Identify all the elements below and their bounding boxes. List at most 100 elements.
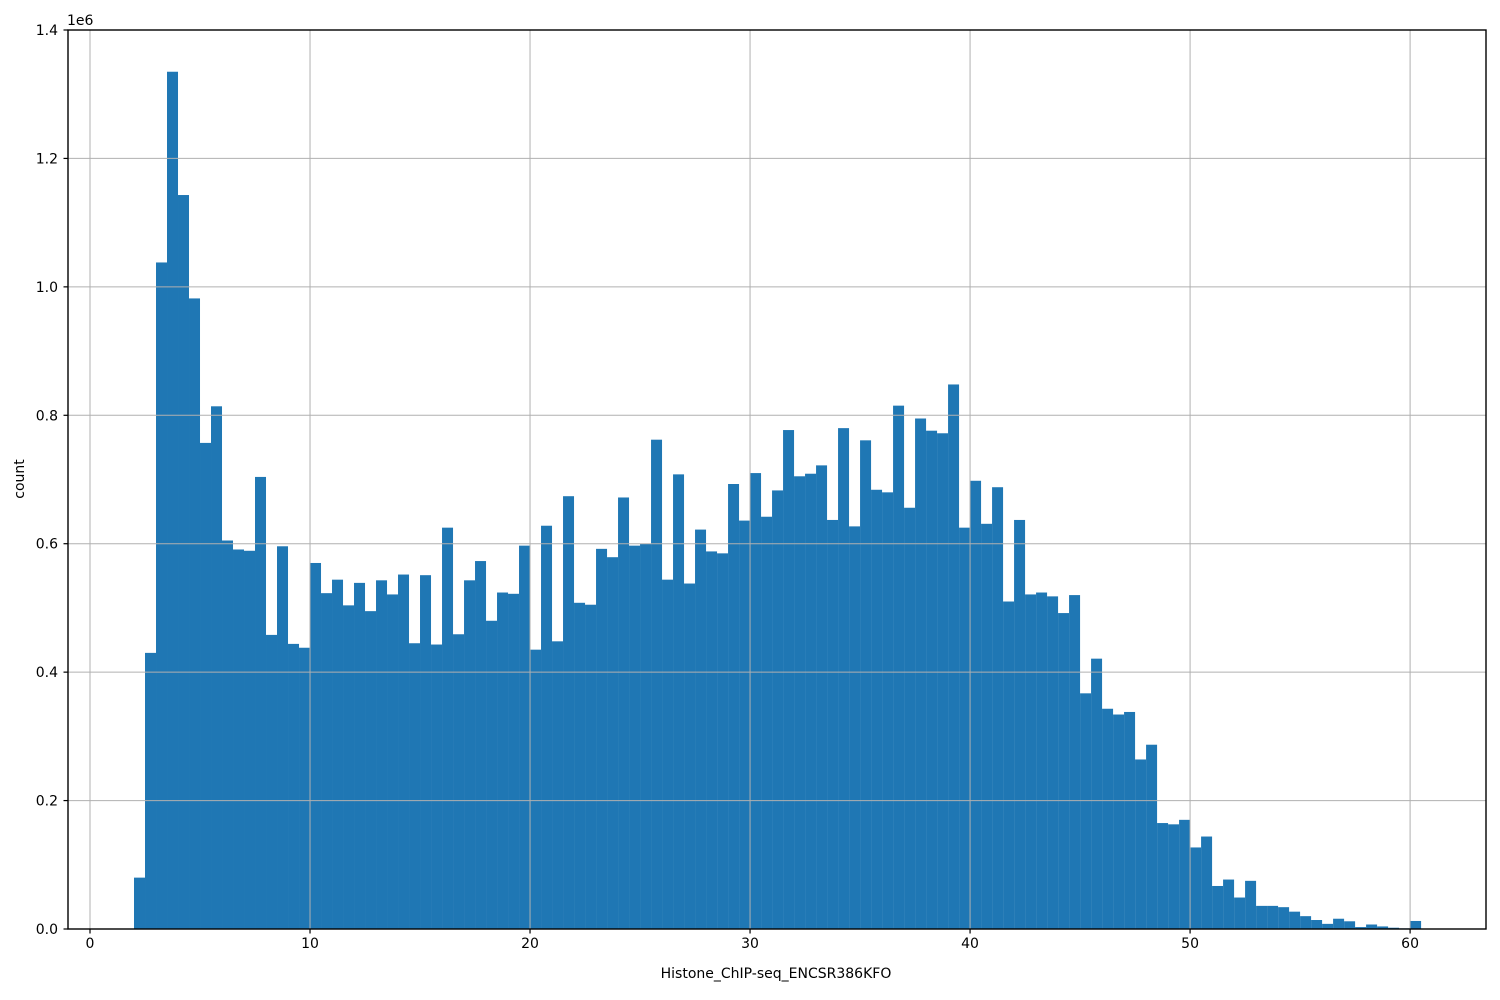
histogram-bar [277, 546, 289, 929]
histogram-bar [706, 551, 718, 929]
histogram-bar [629, 545, 641, 929]
histogram-bar [1124, 711, 1136, 929]
histogram-bar [1014, 519, 1026, 929]
y-tick-label: 0.6 [36, 537, 58, 553]
y-axis-offset-label: 1e6 [67, 13, 94, 29]
histogram-bar [255, 476, 267, 929]
histogram-bar [1102, 708, 1114, 929]
histogram-bar [387, 594, 399, 929]
histogram-bar [816, 465, 828, 929]
histogram-bar [1234, 897, 1246, 929]
x-tick-label: 0 [86, 936, 95, 952]
histogram-bar [695, 529, 707, 929]
histogram-bar [618, 497, 630, 929]
histogram-bar [926, 430, 938, 929]
histogram-bar [728, 484, 740, 929]
y-tick-label: 1.0 [36, 280, 58, 296]
histogram-bar [541, 525, 553, 929]
histogram-bar [838, 428, 850, 929]
histogram-bar [772, 490, 784, 929]
plot-spines [67, 29, 1487, 930]
histogram-bar [860, 440, 872, 929]
histogram-bar [1036, 592, 1048, 929]
histogram-bar [1377, 926, 1389, 929]
histogram-bar [431, 644, 443, 929]
histogram-bar [1201, 836, 1213, 929]
histogram-bar [1003, 601, 1015, 929]
histogram-bar [453, 634, 465, 929]
histogram-bar [1113, 714, 1125, 929]
histogram-bar [1300, 916, 1312, 929]
histogram-bar [464, 580, 476, 929]
histogram-bar [805, 473, 817, 929]
histogram-bar [1223, 879, 1235, 929]
histogram-bar [145, 652, 157, 929]
histogram-bar [563, 496, 575, 929]
x-tick-label: 60 [1401, 936, 1419, 952]
histogram-bar [167, 71, 179, 930]
histogram-bar [651, 439, 663, 929]
axes-layer [63, 29, 1487, 934]
histogram-bar [1267, 905, 1279, 929]
y-tick-label: 0.0 [36, 922, 58, 938]
histogram-bar [1355, 927, 1367, 929]
x-tick-label: 50 [1181, 936, 1199, 952]
histogram-bar [365, 611, 377, 929]
histogram-bar [244, 550, 256, 929]
histogram-bar [750, 473, 762, 929]
histogram-bar [178, 195, 190, 929]
histogram-bar [783, 430, 795, 929]
histogram-bar [222, 540, 234, 929]
histogram-bar [332, 579, 344, 929]
histogram-bar [1091, 658, 1103, 929]
histogram-bar [1256, 905, 1268, 929]
histogram-bar [420, 575, 432, 929]
histogram-bar [1069, 595, 1081, 929]
histogram-bar [893, 405, 905, 929]
histogram-bar [1047, 596, 1059, 929]
histogram-bar [321, 593, 333, 929]
tick-label-layer: 0 10 20 30 40 50 60 0.0 0.2 0.4 0.6 0.8 1.0 1.2 1.4 [36, 23, 1419, 952]
histogram-bar [475, 561, 487, 929]
histogram-bar [1212, 885, 1224, 929]
histogram-bar [134, 877, 145, 929]
histogram-bar [1333, 918, 1345, 929]
histogram-bar [442, 527, 454, 929]
histogram-bar [233, 549, 245, 929]
bars-layer [134, 71, 1422, 930]
histogram-bar [310, 562, 322, 929]
histogram-bar [992, 487, 1004, 929]
histogram-bar [981, 523, 993, 929]
histogram-bar [1245, 880, 1257, 929]
x-axis-title: Histone_ChIP-seq_ENCSR386KFO [661, 966, 892, 982]
histogram-bar [915, 418, 927, 929]
histogram-bar [299, 647, 311, 929]
histogram-bar [1168, 824, 1180, 929]
histogram-bar [739, 520, 751, 929]
y-tick-label: 1.2 [36, 151, 58, 167]
histogram-bar [970, 480, 982, 929]
histogram-bar [948, 384, 960, 930]
histogram-bar [156, 262, 168, 930]
histogram-bar [596, 548, 608, 929]
histogram-bar [1080, 693, 1092, 929]
histogram-bar [1157, 823, 1169, 929]
histogram-bar [266, 634, 278, 929]
histogram-bar [508, 593, 520, 929]
histogram-bar [1146, 744, 1158, 929]
histogram-bar [288, 643, 300, 929]
histogram-bar [519, 545, 531, 929]
histogram-bar [904, 507, 916, 929]
histogram-bar [1135, 759, 1147, 929]
histogram-bar [343, 605, 355, 929]
histogram-bar [398, 574, 410, 929]
histogram-bar [409, 643, 421, 929]
histogram-bar [827, 519, 839, 929]
histogram-bar [1322, 923, 1334, 929]
histogram-bar [761, 516, 773, 929]
histogram-bar [1289, 911, 1301, 929]
histogram-bar [1344, 921, 1356, 929]
histogram-bar [959, 527, 971, 929]
histogram-bar [200, 442, 212, 929]
